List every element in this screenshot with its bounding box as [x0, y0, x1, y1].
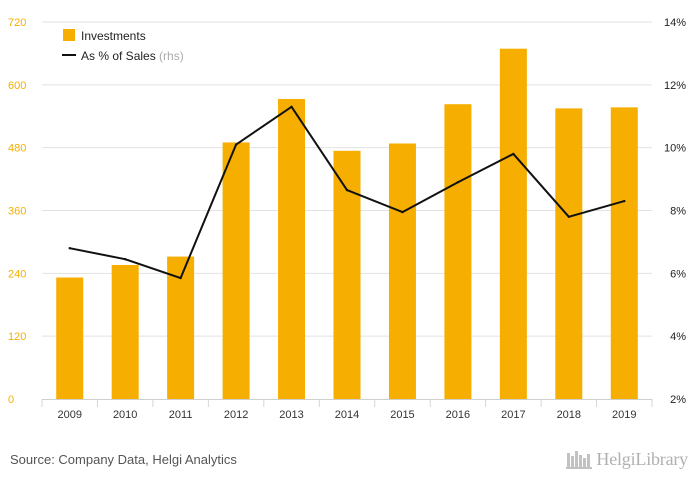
- legend-label-sales-share: As % of Sales (rhs): [81, 49, 184, 63]
- legend: Investments As % of Sales (rhs): [62, 29, 184, 63]
- left-axis: 0 120 240 360 480 600 720: [8, 17, 26, 406]
- x-tick-label: 2013: [279, 409, 303, 421]
- line-point-2017: [512, 152, 515, 156]
- right-axis: 2% 4% 6% 8% 10% 12% 14%: [664, 17, 686, 406]
- left-tick-label: 240: [8, 268, 26, 280]
- x-tick-label: 2015: [390, 409, 414, 421]
- left-tick-label: 720: [8, 17, 26, 29]
- line-point-2012: [234, 143, 238, 146]
- investment-bars: [56, 48, 638, 400]
- legend-label-investments: Investments: [81, 29, 146, 43]
- x-tick-label: 2017: [501, 409, 525, 421]
- x-tick-label: 2012: [224, 409, 248, 421]
- x-tick-label: 2014: [335, 409, 359, 421]
- right-tick-label: 10%: [664, 143, 686, 155]
- left-tick-label: 120: [8, 331, 26, 343]
- right-tick-label: 6%: [670, 268, 686, 280]
- bar-2009: [56, 277, 84, 399]
- right-tick-label: 2%: [670, 394, 686, 406]
- bar-2015: [388, 143, 416, 399]
- left-tick-label: 480: [8, 143, 26, 155]
- line-point-2010: [123, 257, 127, 261]
- helgi-library-logo: HelgiLibrary: [566, 444, 688, 474]
- bar-2012: [222, 142, 250, 400]
- x-axis: 2009 2010 2011 2012 2013 2014 2015 2016 2017 2018…: [41, 399, 653, 421]
- legend-swatch-investments: [63, 29, 75, 41]
- line-point-2009: [68, 247, 71, 250]
- line-point-2016: [456, 181, 460, 184]
- left-tick-label: 0: [8, 394, 14, 406]
- right-tick-label: 8%: [670, 206, 686, 218]
- bar-2010: [111, 264, 139, 399]
- logo-text: HelgiLibrary: [596, 448, 688, 469]
- sales-share-line: [68, 105, 626, 280]
- bar-2017: [499, 48, 527, 400]
- line-point-2018: [567, 215, 571, 218]
- x-tick-label: 2011: [169, 409, 193, 421]
- x-tick-label: 2016: [446, 409, 470, 421]
- bar-2016: [444, 104, 472, 400]
- bar-2019: [610, 107, 638, 400]
- line-point-2014: [345, 188, 349, 192]
- x-tick-label: 2018: [557, 409, 581, 421]
- chart: 0 120 240 360 480 600 720 2% 4% 6% 8% 10% 12% 14% 20…: [8, 17, 686, 421]
- legend-rhs-note: (rhs): [159, 49, 184, 63]
- right-tick-label: 14%: [664, 17, 686, 29]
- bar-2018: [555, 108, 583, 399]
- right-tick-label: 4%: [670, 331, 686, 343]
- left-tick-label: 600: [8, 80, 26, 92]
- line-point-2011: [179, 276, 182, 280]
- footer: Source: Company Data, Helgi Analytics He…: [0, 436, 700, 483]
- right-tick-label: 12%: [664, 80, 686, 92]
- x-tick-label: 2010: [113, 409, 137, 421]
- x-tick-label: 2019: [612, 409, 636, 421]
- x-tick-label: 2009: [57, 409, 81, 421]
- bar-2011: [167, 256, 195, 399]
- bookshelf-icon: [566, 451, 593, 469]
- left-tick-label: 360: [8, 206, 26, 218]
- bar-2014: [333, 150, 361, 399]
- line-point-2013: [290, 105, 293, 109]
- source-note: Source: Company Data, Helgi Analytics: [10, 452, 237, 467]
- bar-2013: [278, 98, 306, 400]
- line-point-2019: [623, 199, 626, 203]
- line-point-2015: [401, 210, 404, 214]
